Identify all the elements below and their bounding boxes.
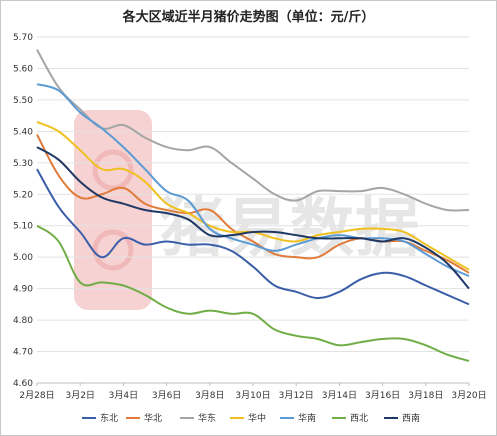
y-tick-label: 5.00 [13,253,33,263]
y-tick-label: 5.30 [13,159,33,169]
watermark-logo-ring [92,229,134,271]
x-tick-label: 3月6日 [152,390,181,401]
x-tick-label: 3月12日 [279,390,314,401]
y-tick-label: 4.60 [13,379,33,389]
y-tick-label: 5.10 [13,222,33,232]
legend-label: 华北 [144,412,162,424]
series-line-华南 [36,83,470,277]
legend-label: 华南 [298,412,316,424]
watermark-logo [74,110,152,310]
watermark-char: 猪 [160,192,224,266]
x-tick-label: 3月14日 [322,390,357,401]
series-lines [36,49,470,362]
x-tick-label: 3月10日 [235,390,270,401]
x-tick-label: 3月18日 [408,390,443,401]
axes: 5.70 5.60 5.50 5.40 5.30 5.20 5.10 5.00 4.90 4.80… [13,33,487,401]
watermark-logo-ring [92,149,134,191]
series-line-东北 [36,168,470,306]
y-tick-label: 4.90 [13,285,33,295]
x-tick-label: 3月2日 [65,390,94,401]
y-tick-label: 5.60 [13,64,33,74]
chart-title: 各大区域近半月猪价走势图（单位：元/斤） [122,10,375,25]
legend-label: 东北 [100,412,118,424]
legend-label: 西北 [350,413,368,424]
legend-label: 华东 [198,412,216,424]
x-tick-label: 3月16日 [365,390,400,401]
x-tick-label: 3月8日 [195,390,224,401]
legend: 东北 华北 华东 华中 华南 西北 西南 [82,412,420,424]
series-line-华东 [36,49,470,212]
legend-label: 西南 [402,412,420,424]
y-tick-label: 5.20 [13,190,33,200]
legend-label: 华中 [248,412,266,424]
watermark-char: 数 [290,192,354,266]
x-tick-label: 3月20日 [451,390,486,401]
y-tick-label: 4.80 [13,316,33,326]
series-line-西北 [36,224,470,362]
y-tick-label: 5.40 [13,127,33,137]
watermark: 猪易数据 [74,110,419,310]
y-tick-label: 4.70 [13,348,33,358]
series-line-华北 [36,134,470,274]
y-tick-label: 5.70 [13,33,33,43]
x-tick-label: 2月28日 [19,390,54,401]
series-line-西南 [36,146,470,290]
y-tick-label: 5.50 [13,96,33,106]
x-tick-label: 3月4日 [109,390,138,401]
